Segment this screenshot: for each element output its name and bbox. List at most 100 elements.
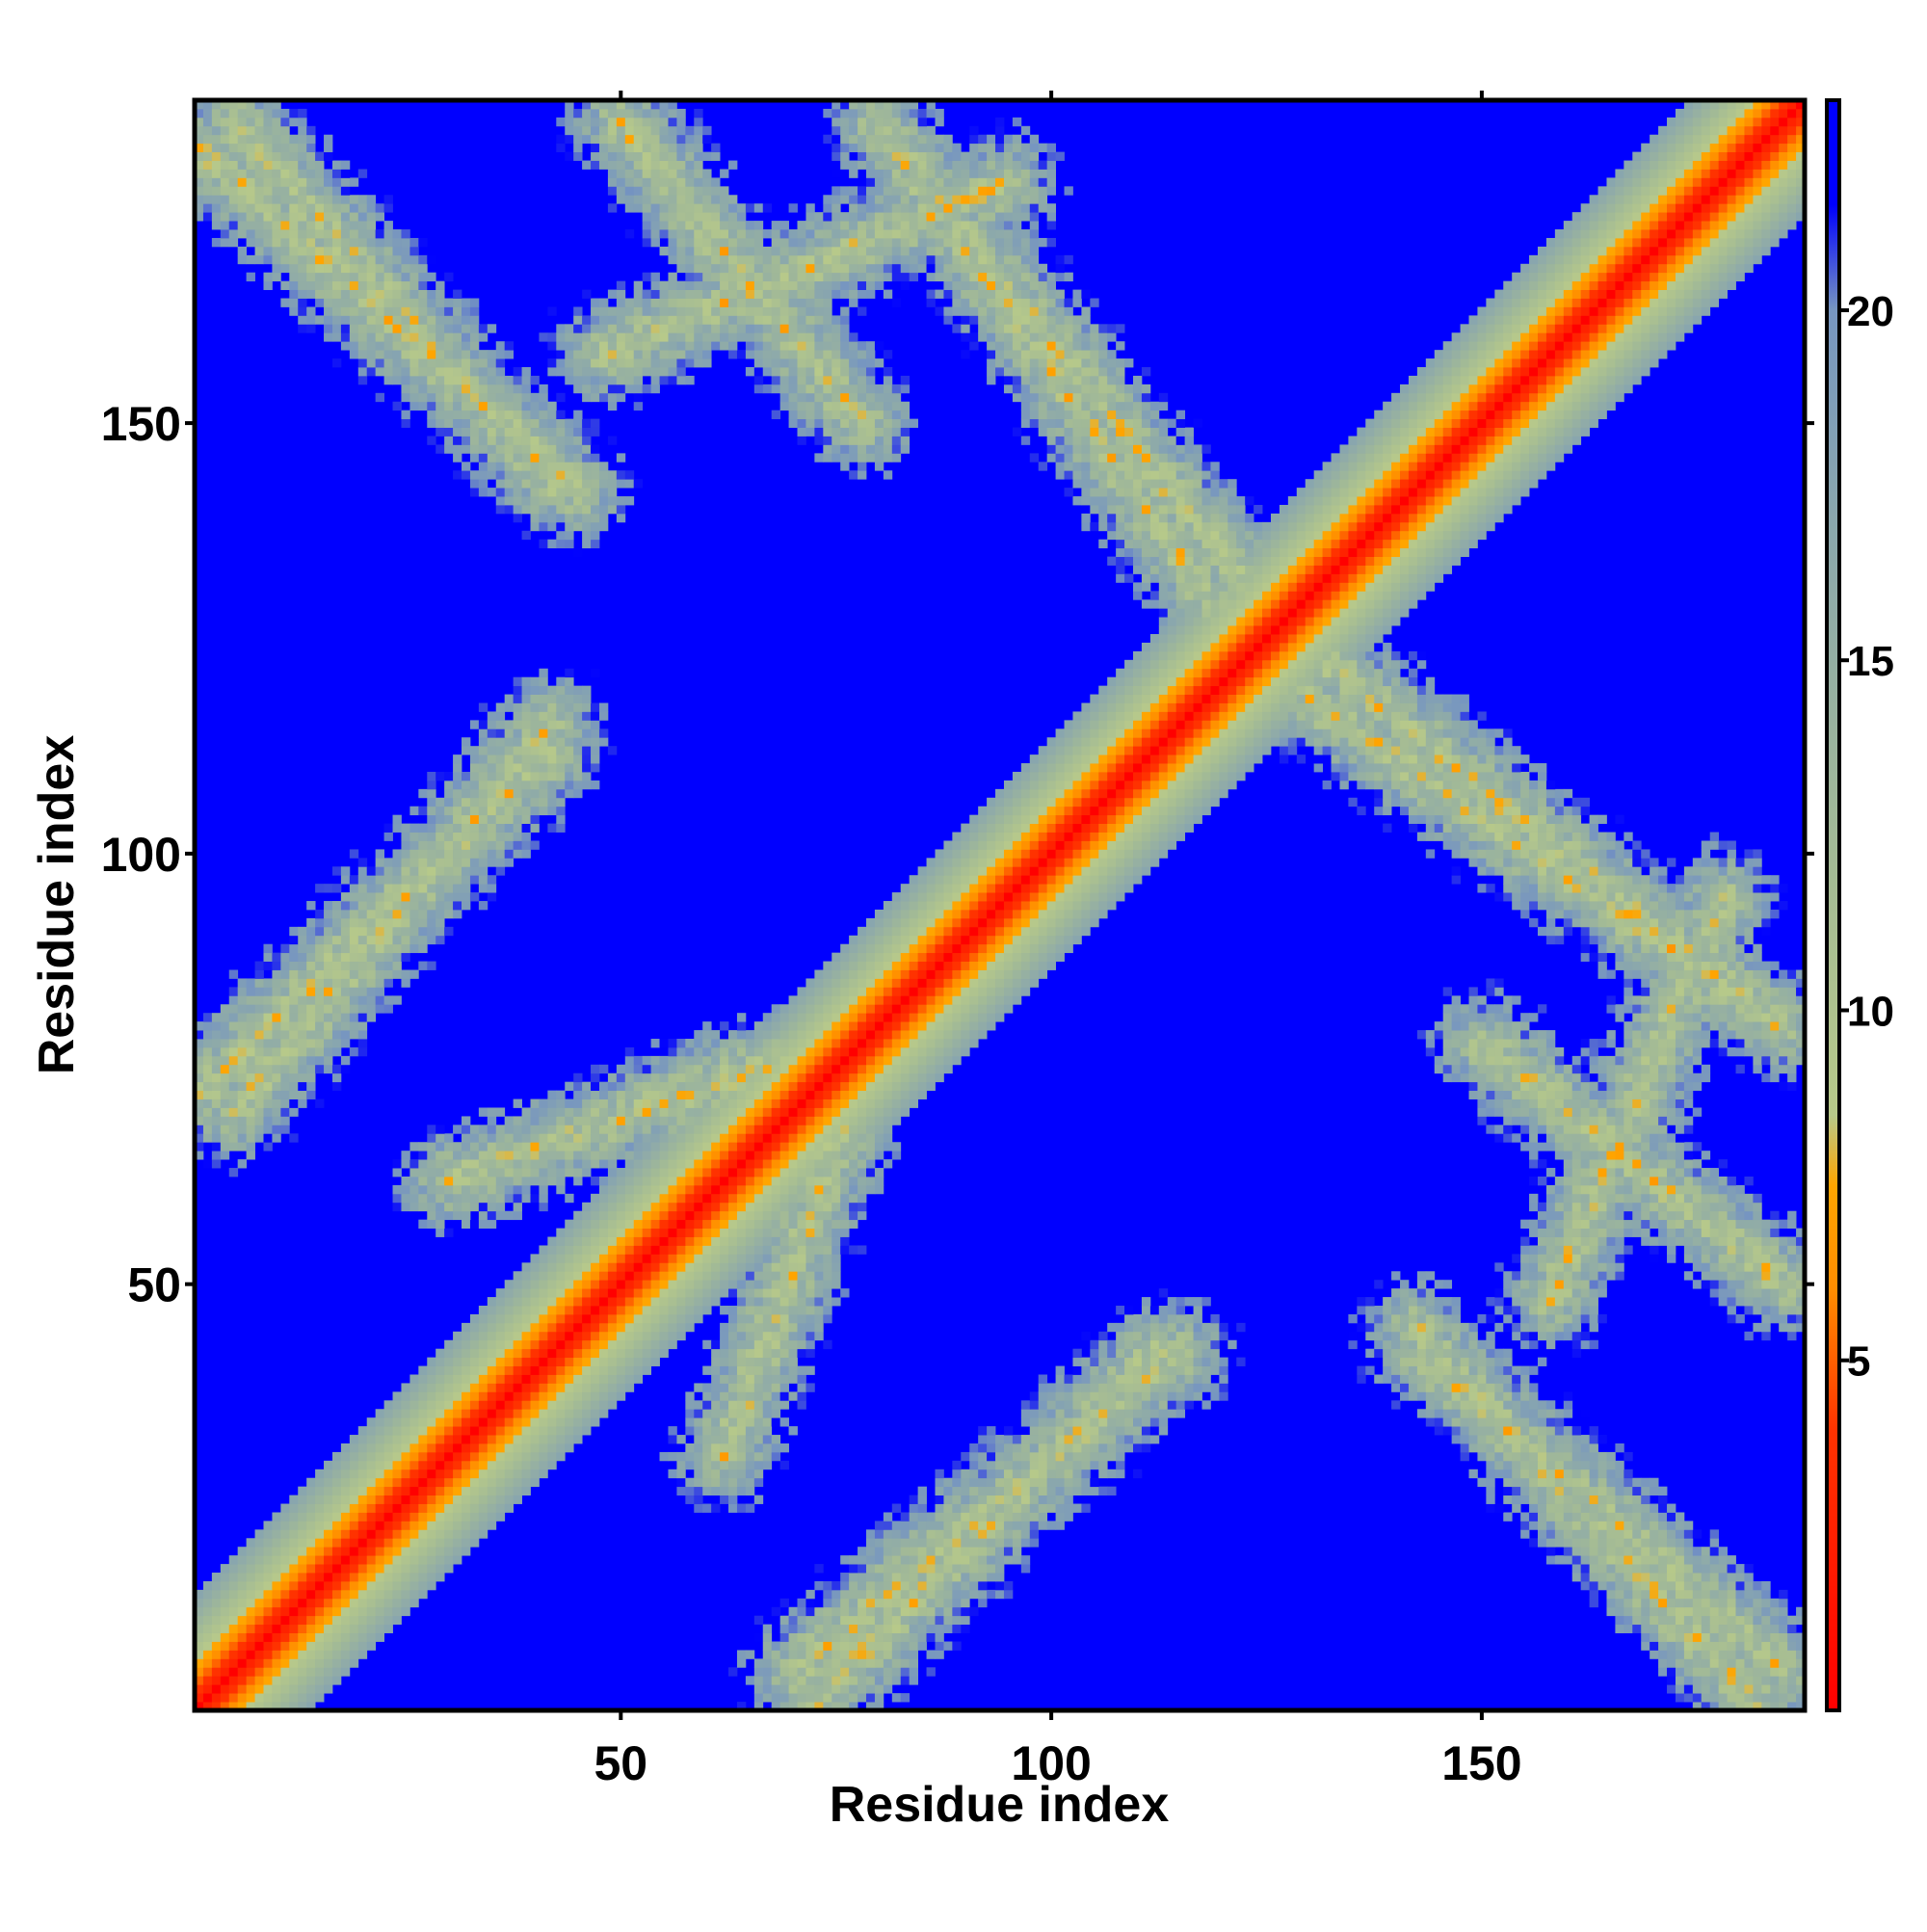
heatmap-cell xyxy=(685,1245,695,1255)
heatmap-cell xyxy=(1554,1521,1565,1530)
heatmap-cell xyxy=(513,1495,522,1504)
heatmap-cell xyxy=(1787,1658,1797,1668)
heatmap-cell xyxy=(1580,1313,1591,1324)
heatmap-cell xyxy=(331,1451,342,1462)
heatmap-cell xyxy=(753,1460,764,1470)
heatmap-cell xyxy=(1425,1297,1436,1307)
heatmap-cell xyxy=(444,1133,454,1143)
heatmap-cell xyxy=(832,1184,841,1195)
heatmap-cell xyxy=(195,1684,204,1694)
heatmap-cell xyxy=(771,1331,781,1341)
heatmap-cell xyxy=(453,1555,462,1565)
heatmap-cell xyxy=(1597,1254,1607,1263)
heatmap-cell xyxy=(462,1495,471,1504)
heatmap-cell xyxy=(1623,1469,1633,1479)
heatmap-cell xyxy=(513,1125,522,1134)
heatmap-cell xyxy=(237,1606,248,1617)
heatmap-cell xyxy=(556,1176,566,1186)
heatmap-cell xyxy=(1451,1409,1461,1418)
heatmap-cell xyxy=(1064,1486,1073,1496)
heatmap-cell xyxy=(779,1142,789,1151)
heatmap-cell xyxy=(1133,1435,1143,1444)
heatmap-cell xyxy=(211,1589,222,1600)
heatmap-cell xyxy=(720,1288,729,1298)
heatmap-cell xyxy=(573,1159,583,1169)
heatmap-cell xyxy=(702,1236,712,1246)
heatmap-cell xyxy=(840,1658,850,1668)
heatmap-cell xyxy=(237,1580,248,1591)
heatmap-cell xyxy=(1486,1435,1495,1444)
heatmap-cell xyxy=(1709,1676,1720,1685)
heatmap-cell xyxy=(1787,1245,1797,1255)
heatmap-cell xyxy=(1477,1417,1487,1427)
heatmap-cell xyxy=(1589,1538,1598,1548)
heatmap-cell xyxy=(762,1313,773,1324)
heatmap-cell xyxy=(995,1573,1005,1582)
heatmap-cell xyxy=(1090,1348,1099,1359)
heatmap-cell xyxy=(874,1116,884,1125)
heatmap-cell xyxy=(650,1168,660,1178)
heatmap-cell xyxy=(1537,1503,1547,1513)
heatmap-cell xyxy=(1571,1245,1582,1255)
heatmap-cell xyxy=(642,1107,651,1117)
heatmap-cell xyxy=(349,1538,359,1548)
heatmap-cell xyxy=(289,1512,299,1522)
heatmap-cell xyxy=(891,1521,911,1530)
heatmap-cell xyxy=(762,1280,773,1289)
heatmap-cell xyxy=(504,1176,515,1186)
heatmap-cell xyxy=(392,1547,402,1556)
heatmap-cell xyxy=(797,1151,806,1160)
heatmap-cell xyxy=(771,1435,781,1444)
heatmap-cell xyxy=(1167,1391,1177,1401)
heatmap-cell xyxy=(1692,1280,1703,1289)
heatmap-cell xyxy=(987,1512,996,1522)
heatmap-cell xyxy=(891,1693,902,1703)
heatmap-cell xyxy=(1571,1280,1582,1289)
heatmap-cell xyxy=(487,1331,497,1341)
heatmap-cell xyxy=(720,1107,729,1117)
heatmap-cell xyxy=(280,1116,290,1125)
heatmap-cell xyxy=(616,1297,626,1307)
heatmap-cell xyxy=(1683,1615,1694,1626)
heatmap-cell xyxy=(779,1702,789,1711)
heatmap-cell xyxy=(1770,1271,1780,1281)
heatmap-cell xyxy=(504,1495,515,1504)
heatmap-cell xyxy=(1425,1339,1436,1350)
heatmap-cell xyxy=(771,1606,781,1617)
heatmap-cell xyxy=(616,1391,626,1401)
heatmap-cell xyxy=(728,1313,738,1324)
heatmap-cell xyxy=(1692,1555,1703,1565)
heatmap-cell xyxy=(1012,1495,1022,1504)
heatmap-cell xyxy=(254,1573,264,1582)
heatmap-cell xyxy=(762,1383,773,1392)
heatmap-cell xyxy=(762,1125,773,1134)
heatmap-cell xyxy=(1709,1573,1720,1582)
heatmap-cell xyxy=(840,1702,850,1711)
heatmap-cell xyxy=(1116,1339,1125,1350)
heatmap-cell xyxy=(598,1133,609,1143)
heatmap-cell xyxy=(891,1598,902,1608)
heatmap-cell xyxy=(1416,1331,1427,1341)
heatmap-cell xyxy=(753,1125,764,1134)
heatmap-cell xyxy=(1709,1538,1720,1548)
heatmap-cell xyxy=(720,1159,729,1169)
heatmap-cell xyxy=(1167,1409,1177,1418)
heatmap-cell xyxy=(797,1676,806,1685)
heatmap-cell xyxy=(668,1133,677,1143)
heatmap-cell xyxy=(832,1271,841,1281)
heatmap-cell xyxy=(280,1521,290,1530)
heatmap-cell xyxy=(1219,1331,1228,1341)
heatmap-cell xyxy=(823,1271,832,1281)
heatmap-cell xyxy=(598,1322,609,1333)
heatmap-cell xyxy=(753,1702,764,1711)
heatmap-cell xyxy=(1580,1580,1591,1591)
heatmap-cell xyxy=(659,1297,669,1307)
heatmap-cell xyxy=(1494,1262,1504,1272)
heatmap-cell xyxy=(349,1615,359,1626)
heatmap-cell xyxy=(436,1184,445,1195)
heatmap-cell xyxy=(315,1632,325,1642)
heatmap-cell xyxy=(1512,1331,1521,1341)
heatmap-cell xyxy=(607,1262,618,1272)
heatmap-cell xyxy=(779,1598,789,1608)
heatmap-cell xyxy=(1770,1306,1780,1315)
